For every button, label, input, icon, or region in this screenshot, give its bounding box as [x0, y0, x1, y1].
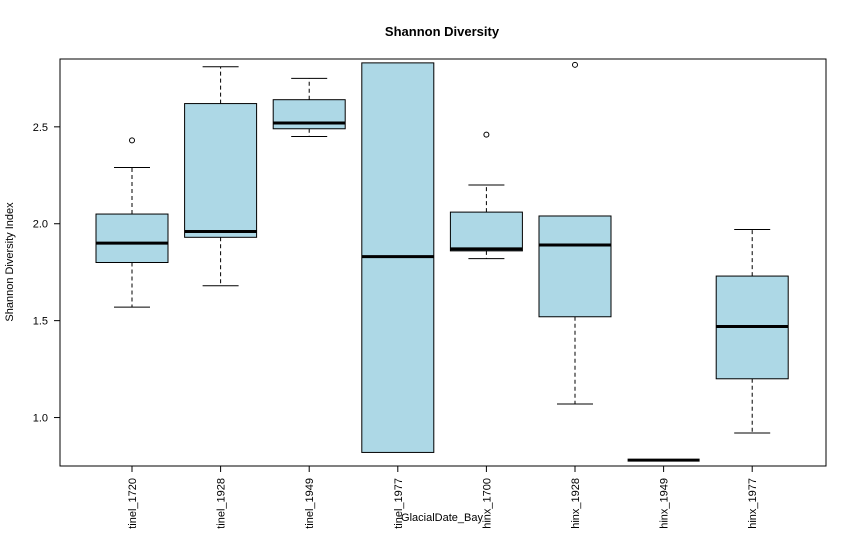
outlier-point: [483, 131, 490, 138]
chart-title: Shannon Diversity: [385, 24, 500, 39]
x-tick-label: hinx_1977: [747, 478, 759, 529]
plot-frame: [59, 58, 827, 467]
y-tick-label: 2.0: [33, 219, 48, 231]
x-tick-label: tinel_1928: [216, 478, 228, 529]
x-tick-label: hinx_1949: [659, 478, 671, 529]
y-tick-label: 1.5: [33, 316, 48, 328]
outlier-point: [129, 137, 135, 144]
box: [184, 103, 258, 238]
x-tick-label: tinel_1720: [127, 478, 139, 529]
y-tick-label: 2.5: [33, 122, 48, 134]
x-tick-label: tinel_1949: [304, 478, 316, 529]
x-tick-label: tinel_1977: [393, 478, 405, 529]
x-axis-label: GlacialDate_Bay: [401, 512, 483, 524]
x-tick-label: hinx_1700: [481, 478, 493, 529]
box: [538, 215, 612, 318]
y-axis-label: Shannon Diversity Index: [4, 202, 16, 322]
box: [449, 211, 523, 252]
box: [95, 213, 169, 264]
x-tick-label: hinx_1928: [570, 478, 582, 529]
outlier-point: [572, 61, 578, 68]
y-tick-label: 1.0: [33, 413, 48, 425]
